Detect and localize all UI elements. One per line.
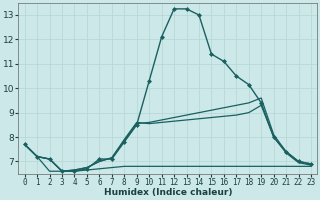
X-axis label: Humidex (Indice chaleur): Humidex (Indice chaleur) (104, 188, 232, 197)
